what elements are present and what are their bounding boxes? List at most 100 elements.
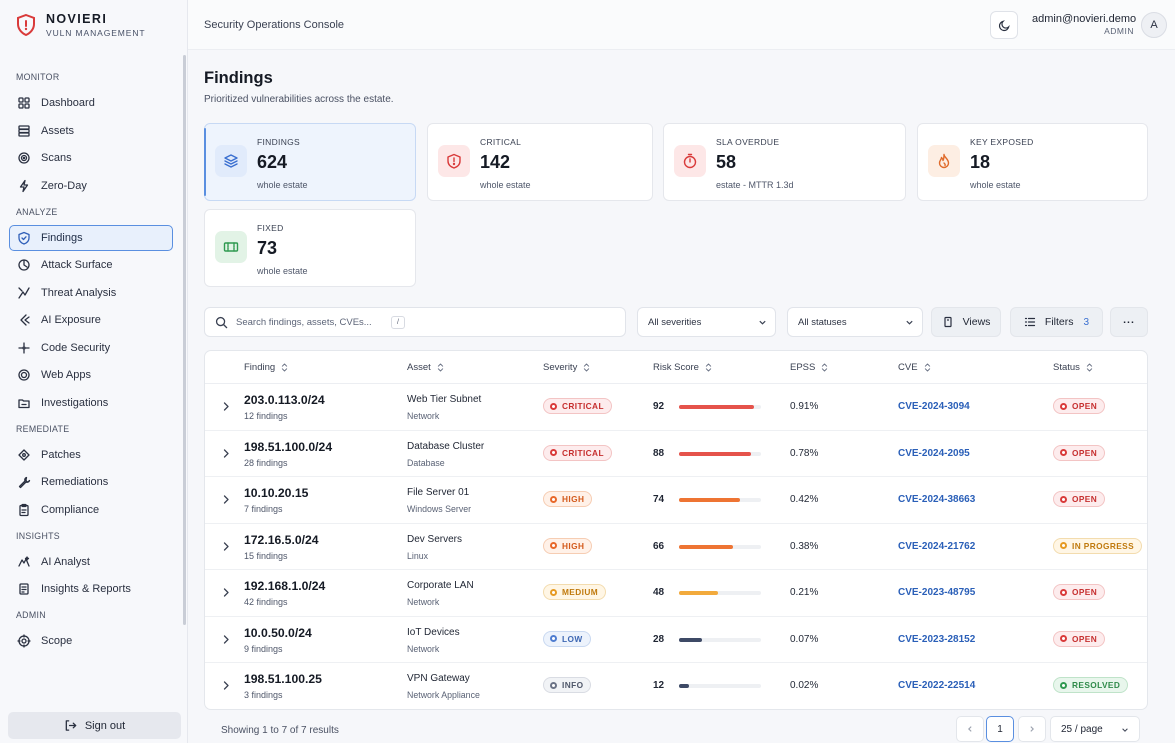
- column-header-asset[interactable]: Asset: [407, 362, 444, 373]
- column-header-status[interactable]: Status: [1053, 362, 1093, 373]
- table-row[interactable]: 10.10.20.15 7 findings File Server 01 Wi…: [205, 477, 1147, 524]
- cve-link[interactable]: CVE-2023-48795: [898, 587, 976, 598]
- sidebar-item-ai-analyst[interactable]: AI Analyst: [9, 549, 173, 575]
- reports-icon: [19, 583, 29, 595]
- sidebar-item-label: Scope: [41, 635, 73, 647]
- column-header-epss[interactable]: EPSS: [790, 362, 828, 373]
- flame-icon: [928, 145, 960, 177]
- cve-link[interactable]: CVE-2022-22514: [898, 680, 976, 691]
- asset-name: VPN Gateway: [407, 673, 470, 684]
- finding-title[interactable]: 172.16.5.0/24: [244, 532, 319, 547]
- sidebar-item-label: Assets: [41, 124, 75, 137]
- cve-link[interactable]: CVE-2024-38663: [898, 494, 976, 505]
- risk-score-bar: [679, 405, 761, 409]
- sidebar-item-remediations[interactable]: Remediations: [9, 469, 173, 495]
- per-page-select[interactable]: 25 / page: [1050, 716, 1140, 742]
- sort-icon: [705, 363, 712, 372]
- table-row[interactable]: 198.51.100.25 3 findings VPN Gateway Net…: [205, 663, 1147, 709]
- chevron-right-icon[interactable]: [222, 401, 230, 412]
- column-header-label: Finding: [244, 362, 276, 373]
- status-filter-select[interactable]: All statuses: [787, 307, 923, 337]
- status-dot-icon: [1060, 681, 1067, 689]
- attack-surface-icon: [18, 259, 30, 271]
- more-options-button[interactable]: ...: [1110, 307, 1148, 337]
- search-input[interactable]: Search findings, assets, CVEs... /: [204, 307, 626, 337]
- previous-page-button[interactable]: [956, 716, 984, 742]
- epss-value: 0.91%: [790, 401, 819, 412]
- chevron-right-icon[interactable]: [222, 680, 230, 691]
- chevron-right-icon[interactable]: [222, 448, 230, 459]
- stat-card-critical[interactable]: CRITICAL 142 whole estate: [427, 123, 653, 201]
- column-header-label: Risk Score: [653, 362, 699, 373]
- column-header-severity[interactable]: Severity: [543, 362, 590, 373]
- status-badge: RESOLVED: [1053, 677, 1129, 693]
- chevron-right-icon[interactable]: [222, 541, 230, 552]
- finding-title[interactable]: 203.0.113.0/24: [244, 393, 325, 407]
- sidebar-item-label: Dashboard: [41, 97, 95, 109]
- sidebar-item-label: AI Analyst: [41, 555, 90, 568]
- next-page-button[interactable]: [1018, 716, 1046, 742]
- chevron-right-icon[interactable]: [222, 634, 230, 645]
- sidebar-item-zero-day[interactable]: Zero-Day: [9, 173, 173, 199]
- status-dot-icon: [550, 635, 557, 642]
- views-button[interactable]: Views: [931, 307, 1001, 337]
- finding-title[interactable]: 192.168.1.0/24: [244, 579, 326, 593]
- table-row[interactable]: 198.51.100.0/24 28 findings Database Clu…: [205, 431, 1147, 477]
- sidebar-item-threat-analysis[interactable]: Threat Analysis: [9, 280, 173, 306]
- severity-filter-select[interactable]: All severities: [637, 307, 776, 337]
- stat-card-fixed[interactable]: FIXED 73 whole estate: [204, 209, 416, 287]
- theme-toggle-button[interactable]: [990, 11, 1018, 39]
- sign-out-label: Sign out: [84, 719, 126, 732]
- shield-icon: [18, 231, 30, 245]
- finding-title[interactable]: 198.51.100.25: [244, 672, 322, 686]
- cve-link[interactable]: CVE-2024-3094: [898, 401, 970, 412]
- table-row[interactable]: 203.0.113.0/24 12 findings Web Tier Subn…: [205, 384, 1147, 431]
- sidebar-item-patches[interactable]: Patches: [9, 442, 173, 468]
- status-dot-icon: [550, 495, 557, 503]
- column-header-risk-score[interactable]: Risk Score: [653, 362, 712, 373]
- sign-out-button[interactable]: Sign out: [8, 712, 181, 739]
- filters-button[interactable]: Filters 3: [1010, 307, 1103, 337]
- page-button-current[interactable]: 1: [986, 716, 1014, 742]
- sidebar-item-web-apps[interactable]: Web Apps: [9, 362, 173, 388]
- avatar[interactable]: A: [1141, 12, 1167, 38]
- chevron-right-icon[interactable]: [222, 494, 230, 505]
- column-header-finding[interactable]: Finding: [244, 362, 288, 373]
- cve-link[interactable]: CVE-2024-21762: [898, 540, 976, 552]
- table-row[interactable]: 172.16.5.0/24 15 findings Dev Servers Li…: [205, 524, 1147, 570]
- sidebar-item-attack-surface[interactable]: Attack Surface: [9, 252, 173, 278]
- table-row[interactable]: 10.0.50.0/24 9 findings IoT Devices Netw…: [205, 617, 1147, 663]
- cve-link[interactable]: CVE-2024-2095: [898, 447, 970, 459]
- timer-icon: [674, 145, 706, 177]
- sidebar-item-scope[interactable]: Scope: [9, 628, 173, 654]
- stat-card-findings[interactable]: FINDINGS 624 whole estate: [204, 123, 416, 201]
- brand[interactable]: NOVIERI VULN MANAGEMENT: [0, 0, 187, 50]
- finding-title[interactable]: 10.10.20.15: [244, 486, 309, 500]
- sidebar-section-admin: ADMIN: [16, 610, 46, 620]
- asset-name: File Server 01: [407, 487, 470, 498]
- epss-value: 0.42%: [790, 494, 819, 505]
- sidebar-item-dashboard[interactable]: Dashboard: [9, 90, 173, 116]
- sidebar-scrollbar[interactable]: [183, 55, 186, 625]
- table-row[interactable]: 192.168.1.0/24 42 findings Corporate LAN…: [205, 570, 1147, 617]
- cve-link[interactable]: CVE-2023-28152: [898, 633, 976, 645]
- sidebar-item-ai-exposure[interactable]: AI Exposure: [9, 307, 173, 333]
- sidebar-item-findings[interactable]: Findings: [9, 224, 173, 251]
- severity-badge-label: HIGH: [562, 540, 585, 551]
- sidebar-item-assets[interactable]: Assets: [9, 118, 173, 144]
- sidebar-item-compliance[interactable]: Compliance: [9, 497, 173, 523]
- sidebar-item-code-security[interactable]: Code Security: [9, 335, 173, 361]
- asset-type: Network Appliance: [407, 690, 480, 700]
- sidebar-item-scans[interactable]: Scans: [9, 145, 173, 171]
- sidebar-item-investigations[interactable]: Investigations: [9, 390, 173, 416]
- risk-score: 88: [653, 447, 665, 459]
- stat-card-sla-overdue[interactable]: SLA OVERDUE 58 estate - MTTR 1.3d: [663, 123, 906, 201]
- stat-card-key-exposed[interactable]: KEY EXPOSED 18 whole estate: [917, 123, 1148, 201]
- column-header-cve[interactable]: CVE: [898, 362, 931, 373]
- finding-title[interactable]: 10.0.50.0/24: [244, 625, 312, 640]
- finding-title[interactable]: 198.51.100.0/24: [244, 439, 333, 454]
- sidebar-item-insights-reports[interactable]: Insights & Reports: [9, 576, 173, 602]
- finding-count: 42 findings: [244, 597, 288, 607]
- user-info[interactable]: admin@novieri.demo ADMIN: [1032, 13, 1136, 36]
- chevron-right-icon[interactable]: [222, 587, 230, 598]
